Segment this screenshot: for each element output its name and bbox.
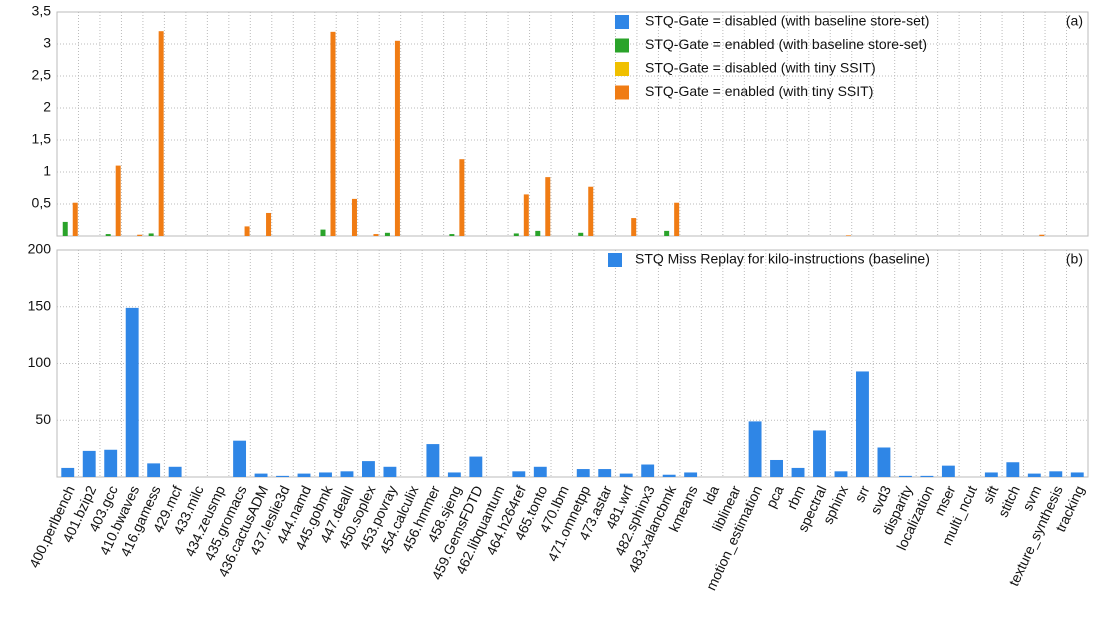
bar (941, 465, 955, 477)
bar (320, 229, 326, 236)
bar (578, 232, 584, 236)
bar (813, 430, 826, 477)
bar (535, 230, 541, 236)
bar (1070, 472, 1084, 477)
bar (545, 177, 551, 236)
legend-swatch (615, 15, 629, 29)
bar (662, 474, 676, 477)
bar (523, 194, 529, 236)
bar (588, 186, 594, 236)
bar (351, 198, 357, 236)
bar (82, 450, 96, 477)
x-tick-label: sift (979, 483, 1001, 506)
bar (104, 449, 118, 477)
bar (984, 472, 998, 477)
y-tick-label: 0,5 (32, 195, 52, 211)
bar (619, 473, 633, 477)
bar (684, 472, 698, 477)
panel-annotation: (a) (1066, 13, 1083, 29)
bar (641, 464, 655, 477)
y-tick-label: 3 (43, 35, 51, 51)
legend-swatch (608, 253, 622, 267)
y-tick-label: 3,5 (32, 3, 52, 19)
bar (125, 307, 139, 477)
x-tick-label: pca (763, 483, 787, 510)
legend-swatch (615, 85, 629, 100)
legend-label: STQ-Gate = enabled (with baseline store-… (645, 36, 927, 52)
bar (533, 466, 547, 477)
bar (664, 230, 670, 236)
bar (276, 475, 289, 477)
y-tick-label: 100 (28, 354, 52, 370)
bar (362, 461, 375, 477)
bar (576, 469, 590, 477)
panel-annotation: (b) (1066, 251, 1083, 267)
bar (856, 371, 869, 477)
bar (447, 472, 461, 477)
bar (115, 165, 121, 236)
legend-label: STQ Miss Replay for kilo-instructions (b… (635, 251, 930, 267)
bar (61, 467, 75, 477)
bar (598, 469, 612, 477)
bar (297, 473, 311, 477)
legend-label: STQ-Gate = disabled (with tiny SSIT) (645, 60, 876, 76)
bar (137, 234, 143, 236)
y-tick-label: 2 (43, 99, 51, 115)
bar (394, 40, 400, 236)
bar (383, 466, 397, 477)
bar (319, 472, 332, 477)
bar (1027, 473, 1041, 477)
bar (834, 471, 848, 477)
y-tick-label: 1,5 (32, 131, 52, 147)
bar (233, 440, 247, 477)
bar (898, 475, 912, 477)
bar (72, 202, 78, 236)
legend-label: STQ-Gate = disabled (with baseline store… (645, 13, 929, 29)
bar (168, 466, 182, 477)
bar (920, 475, 934, 477)
bar (1006, 462, 1020, 477)
bar (384, 232, 390, 236)
bar (105, 234, 111, 236)
bar (62, 221, 68, 236)
bar (1039, 234, 1045, 236)
bar (148, 233, 154, 236)
bar (512, 471, 526, 477)
bar (147, 463, 161, 477)
bar (770, 459, 783, 477)
bar (748, 421, 762, 477)
legend-swatch (615, 62, 629, 76)
bar (459, 159, 465, 236)
legend-swatch (615, 38, 629, 53)
bar (244, 226, 250, 236)
bar (469, 456, 483, 477)
bar (791, 467, 805, 477)
y-tick-label: 200 (28, 241, 52, 257)
bar (631, 218, 637, 236)
bar (426, 444, 440, 477)
bar (449, 234, 455, 236)
bar (674, 202, 680, 236)
bar (845, 235, 851, 236)
bar (877, 447, 891, 477)
bar (340, 471, 354, 477)
y-tick-label: 50 (35, 411, 51, 427)
bar (330, 31, 336, 237)
y-tick-label: 150 (28, 297, 52, 313)
x-tick-label: lda (700, 483, 722, 507)
x-tick-label: stitch (995, 483, 1023, 519)
bar (158, 31, 164, 237)
bar (373, 234, 379, 236)
bar (1049, 471, 1063, 477)
bar (254, 473, 268, 477)
legend-label: STQ-Gate = enabled (with tiny SSIT) (645, 83, 873, 99)
bar (266, 212, 272, 236)
x-tick-label: srr (851, 483, 873, 505)
bar (513, 233, 519, 236)
y-tick-label: 2,5 (32, 67, 52, 83)
y-tick-label: 1 (43, 163, 51, 179)
